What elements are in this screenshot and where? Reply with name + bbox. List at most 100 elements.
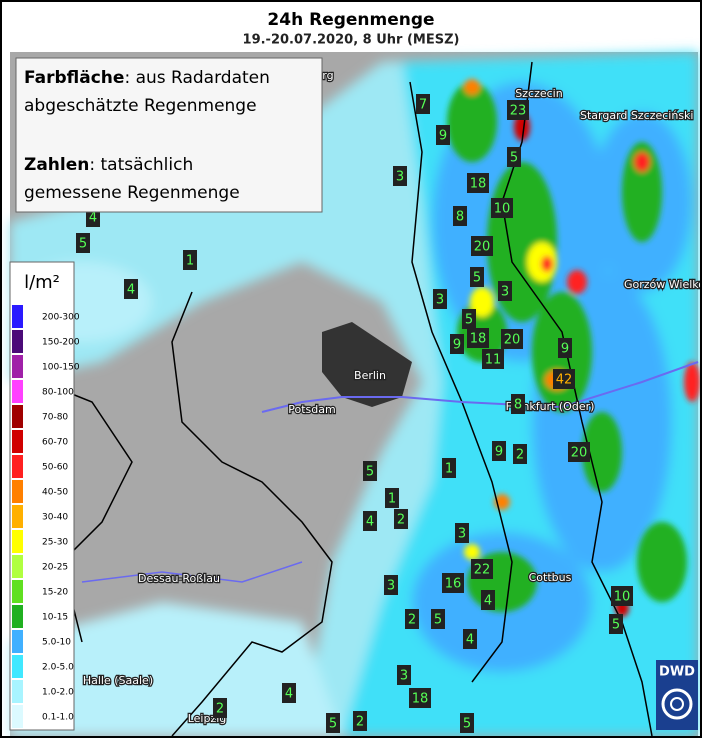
- station-box: [460, 713, 474, 733]
- station-value: 2: [216, 702, 224, 717]
- station-value: 2: [356, 715, 364, 730]
- legend-label: 40-50: [42, 488, 68, 498]
- station-value: 10: [614, 590, 631, 605]
- info-bold: Farbfläche: [24, 68, 124, 88]
- station-value: 9: [453, 338, 461, 353]
- legend-label: 30-40: [42, 513, 68, 523]
- station-value: 42: [556, 373, 573, 388]
- station-box: [609, 614, 623, 634]
- station-value: 5: [463, 717, 471, 732]
- legend-swatch: [12, 480, 23, 503]
- station-value: 4: [366, 515, 374, 530]
- legend-label: 60-70: [42, 438, 68, 448]
- station-box: [492, 441, 506, 461]
- city-label: Berlin: [354, 369, 386, 382]
- station-box: [471, 236, 493, 256]
- station-value: 8: [456, 210, 464, 225]
- legend-label: 5.0-10: [42, 638, 71, 648]
- station-box: [416, 94, 430, 114]
- station-value: 16: [445, 577, 462, 592]
- legend-swatch: [12, 580, 23, 603]
- station-value: 4: [484, 594, 492, 609]
- legend-label: 25-30: [42, 538, 68, 548]
- station-box: [183, 250, 197, 270]
- legend-swatch: [12, 555, 23, 578]
- station-value: 3: [458, 527, 466, 542]
- legend-label: 50-60: [42, 463, 68, 473]
- station-box: [470, 267, 484, 287]
- station-value: 3: [396, 170, 404, 185]
- station-value: 10: [494, 202, 511, 217]
- legend-label: 1.0-2.0: [42, 688, 74, 698]
- station-box: [433, 289, 447, 309]
- info-text: : aus Radardaten: [124, 68, 269, 88]
- city-label: Halle (Saale): [83, 674, 153, 687]
- legend-label: 80-100: [42, 388, 74, 398]
- station-value: 3: [436, 293, 444, 308]
- city-label: Dessau-Roßlau: [138, 572, 220, 585]
- station-value: 22: [474, 563, 491, 578]
- legend-label: 0.1-1.0: [42, 713, 74, 723]
- info-text: : tatsächlich: [89, 155, 193, 175]
- station-box: [481, 590, 495, 610]
- station-value: 7: [419, 98, 427, 113]
- station-box: [363, 461, 377, 481]
- legend-swatch: [12, 330, 23, 353]
- station-box: [213, 698, 227, 718]
- station-box: [384, 575, 398, 595]
- legend-swatch: [12, 680, 23, 703]
- station-value: 18: [412, 692, 429, 707]
- station-box: [501, 329, 523, 349]
- station-value: 20: [504, 333, 521, 348]
- station-value: 18: [470, 177, 487, 192]
- station-box: [558, 338, 572, 358]
- station-box: [511, 394, 525, 414]
- legend-label: 150-200: [42, 338, 80, 348]
- station-value: 9: [495, 445, 503, 460]
- station-value: 4: [285, 687, 293, 702]
- station-value: 11: [485, 353, 502, 368]
- station-box: [467, 173, 489, 193]
- station-value: 4: [89, 211, 97, 226]
- legend-swatch: [12, 530, 23, 553]
- legend-label: 70-80: [42, 413, 68, 423]
- legend-swatch: [12, 430, 23, 453]
- legend-swatch: [12, 505, 23, 528]
- station-box: [363, 511, 377, 531]
- station-box: [471, 559, 493, 579]
- station-box: [450, 334, 464, 354]
- station-box: [455, 523, 469, 543]
- station-value: 5: [473, 271, 481, 286]
- station-box: [467, 328, 489, 348]
- station-box: [442, 573, 464, 593]
- legend-unit: l/m²: [24, 272, 60, 293]
- city-label: Cottbus: [529, 571, 572, 584]
- legend-label: 200-300: [42, 313, 80, 323]
- station-box: [385, 488, 399, 508]
- station-box: [431, 609, 445, 629]
- station-value: 20: [571, 446, 588, 461]
- station-value: 9: [439, 129, 447, 144]
- station-box: [397, 665, 411, 685]
- logo: DWD: [656, 660, 698, 730]
- station-box: [507, 100, 529, 120]
- station-value: 2: [516, 448, 524, 463]
- station-box: [405, 609, 419, 629]
- station-value: 3: [501, 285, 509, 300]
- subtitle: 19.-20.07.2020, 8 Uhr (MESZ): [243, 33, 460, 48]
- legend-swatch: [12, 405, 23, 428]
- station-value: 5: [329, 717, 337, 732]
- station-box: [513, 444, 527, 464]
- logo-text: DWD: [659, 665, 695, 680]
- info-bold: Zahlen: [24, 155, 89, 175]
- legend-label: 20-25: [42, 563, 68, 573]
- station-box: [491, 198, 513, 218]
- station-value: 9: [561, 342, 569, 357]
- station-box: [568, 442, 590, 462]
- station-box: [442, 458, 456, 478]
- legend-label: 100-150: [42, 363, 80, 373]
- station-box: [409, 688, 431, 708]
- legend-swatch: [12, 305, 23, 328]
